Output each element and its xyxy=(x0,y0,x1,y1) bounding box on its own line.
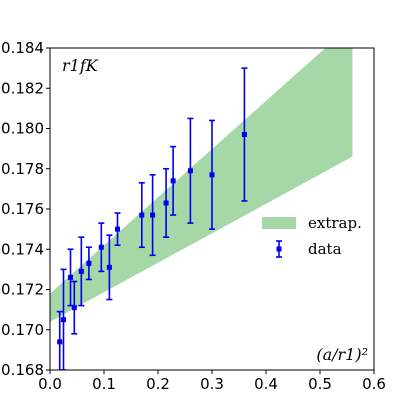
legend-label-data: data xyxy=(308,240,342,258)
legend-data-marker xyxy=(276,246,282,252)
data-point xyxy=(78,236,85,307)
data-marker xyxy=(241,132,247,138)
data-marker xyxy=(209,172,215,178)
data-marker xyxy=(71,305,77,311)
y-tick-label: 0.180 xyxy=(1,120,44,138)
data-layer xyxy=(56,67,248,370)
legend-label-extrap: extrap. xyxy=(308,214,362,232)
x-tick-label: 0.0 xyxy=(38,375,62,393)
data-marker xyxy=(150,212,156,218)
data-point xyxy=(85,246,92,281)
data-marker xyxy=(68,274,74,280)
data-marker xyxy=(57,339,63,345)
data-marker xyxy=(61,317,66,323)
x-axis-label: (a/r1)² xyxy=(316,345,368,364)
legend-band-swatch xyxy=(262,217,296,229)
data-marker xyxy=(106,264,112,270)
x-tick-label: 0.5 xyxy=(308,375,332,393)
data-marker xyxy=(86,260,92,266)
data-point xyxy=(163,167,170,238)
data-point xyxy=(71,280,78,335)
data-marker xyxy=(187,168,193,174)
data-point xyxy=(149,173,156,257)
y-tick-label: 0.182 xyxy=(1,79,44,97)
data-point xyxy=(138,182,145,249)
y-tick-label: 0.168 xyxy=(1,361,44,379)
data-point xyxy=(60,268,67,370)
y-tick-label: 0.172 xyxy=(1,281,44,299)
data-point xyxy=(98,222,105,273)
x-tick-label: 0.6 xyxy=(362,375,386,393)
data-point xyxy=(241,67,248,202)
x-tick-label: 0.1 xyxy=(92,375,116,393)
x-tick-label: 0.4 xyxy=(254,375,278,393)
data-point xyxy=(56,310,63,370)
data-marker xyxy=(115,226,120,232)
extrapolation-band xyxy=(50,48,353,322)
y-tick-label: 0.174 xyxy=(1,240,44,258)
data-marker xyxy=(78,268,84,274)
data-marker xyxy=(170,178,176,184)
axis-labels: r1fK (a/r1)² xyxy=(62,56,368,364)
data-marker xyxy=(139,212,145,218)
y-tick-label: 0.170 xyxy=(1,321,44,339)
data-marker xyxy=(98,244,104,250)
data-point xyxy=(114,212,121,247)
y-axis-ticks: 0.168 0.170 0.172 0.174 0.176 0.178 0.180 0.182… xyxy=(1,39,50,379)
data-point xyxy=(209,119,215,230)
x-tick-label: 0.3 xyxy=(200,375,224,393)
y-tick-label: 0.176 xyxy=(1,200,44,218)
data-point xyxy=(106,234,113,301)
data-point xyxy=(170,145,177,216)
y-tick-label: 0.184 xyxy=(1,39,44,57)
y-axis-label: r1fK xyxy=(62,56,99,75)
band-layer xyxy=(50,48,353,322)
x-tick-label: 0.2 xyxy=(146,375,170,393)
legend: extrap. data xyxy=(262,214,362,258)
data-marker xyxy=(163,200,169,206)
x-axis-ticks: 0.0 0.1 0.2 0.3 0.4 0.5 0.6 xyxy=(38,370,386,393)
data-point xyxy=(187,117,194,224)
y-tick-label: 0.178 xyxy=(1,160,44,178)
